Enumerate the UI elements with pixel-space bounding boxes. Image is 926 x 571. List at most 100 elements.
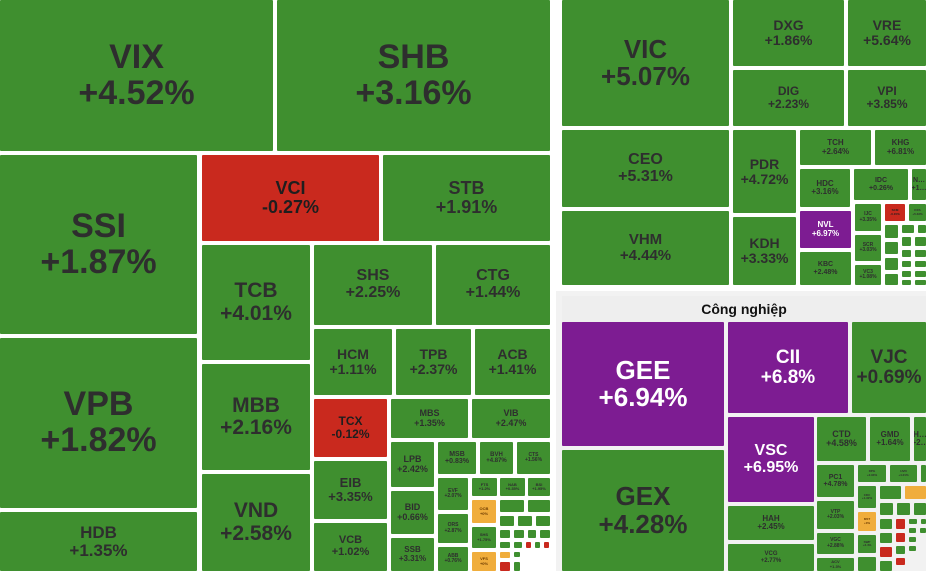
stock-cell-vjc[interactable]: VJC +0.69% bbox=[852, 322, 926, 413]
stock-cell-hah[interactable]: HAH +2.45% bbox=[728, 506, 814, 540]
stock-cell[interactable] bbox=[880, 547, 892, 557]
stock-cell-vsc[interactable]: VSC +6.95% bbox=[728, 417, 814, 502]
stock-cell[interactable] bbox=[880, 561, 892, 571]
stock-cell-cii[interactable]: CII +6.8% bbox=[728, 322, 848, 413]
stock-cell-swp[interactable]: SWP +3.4% bbox=[858, 535, 876, 553]
stock-cell-dxg[interactable]: DXG +1.86% bbox=[733, 0, 844, 66]
stock-cell[interactable] bbox=[500, 542, 510, 548]
stock-cell[interactable] bbox=[885, 258, 898, 270]
stock-cell-fts[interactable]: FTS +1.2% bbox=[472, 478, 497, 496]
stock-cell[interactable] bbox=[885, 242, 898, 254]
stock-cell-vfs[interactable]: VFS +0% bbox=[472, 552, 496, 571]
stock-cell-ocb[interactable]: OCB +0% bbox=[472, 500, 496, 523]
stock-cell-shs[interactable]: SHS +2.25% bbox=[314, 245, 432, 325]
stock-cell-shs[interactable]: SHS +1.75% bbox=[472, 527, 496, 548]
stock-cell[interactable] bbox=[896, 546, 905, 554]
stock-cell-gex[interactable]: GEX +4.28% bbox=[562, 450, 724, 571]
stock-cell[interactable] bbox=[885, 274, 898, 285]
stock-cell[interactable] bbox=[528, 530, 536, 538]
stock-cell-bvh[interactable]: BVH +4.87% bbox=[480, 442, 513, 474]
stock-cell[interactable] bbox=[902, 225, 914, 233]
stock-cell[interactable] bbox=[921, 465, 926, 482]
stock-cell[interactable] bbox=[902, 261, 911, 267]
stock-cell-kdh[interactable]: KDH +3.33% bbox=[733, 217, 796, 285]
stock-cell[interactable] bbox=[514, 530, 524, 538]
stock-cell-scm[interactable]: SCM -0.15% bbox=[885, 204, 905, 221]
stock-cell[interactable] bbox=[540, 530, 550, 538]
stock-cell-shb[interactable]: SHB +3.16% bbox=[277, 0, 550, 151]
stock-cell-acb[interactable]: ACB +1.41% bbox=[475, 329, 550, 395]
stock-cell-nab[interactable]: NAB +0.35% bbox=[500, 478, 525, 496]
stock-cell-ctg[interactable]: CTG +1.44% bbox=[436, 245, 550, 325]
stock-cell[interactable] bbox=[536, 516, 550, 526]
stock-cell[interactable] bbox=[544, 542, 549, 548]
stock-cell-vre[interactable]: VRE +5.64% bbox=[848, 0, 926, 66]
stock-cell[interactable] bbox=[918, 225, 926, 233]
stock-cell-dig[interactable]: DIG +2.23% bbox=[733, 70, 844, 126]
stock-cell-ssi[interactable]: SSI +1.87% bbox=[0, 155, 197, 334]
stock-cell[interactable] bbox=[920, 528, 926, 533]
stock-cell[interactable] bbox=[514, 542, 522, 548]
stock-cell[interactable] bbox=[921, 519, 926, 524]
stock-cell-bid[interactable]: BID +0.66% bbox=[391, 491, 434, 534]
stock-cell[interactable] bbox=[909, 537, 916, 542]
stock-cell[interactable] bbox=[909, 528, 916, 533]
stock-cell-vgc[interactable]: VGC +2.88% bbox=[817, 533, 854, 554]
stock-cell-abb[interactable]: ABB +0.76% bbox=[438, 547, 468, 571]
stock-cell-vc3[interactable]: VC3 +1.08% bbox=[855, 265, 881, 285]
stock-cell-msb[interactable]: MSB +0.83% bbox=[438, 442, 476, 474]
stock-cell-mbs[interactable]: MBS +1.35% bbox=[391, 399, 468, 438]
stock-cell[interactable] bbox=[896, 533, 905, 542]
stock-cell[interactable] bbox=[896, 558, 905, 565]
stock-cell-khg[interactable]: KHG +6.81% bbox=[875, 130, 926, 165]
stock-cell[interactable] bbox=[914, 503, 926, 515]
stock-cell[interactable] bbox=[880, 486, 901, 499]
stock-cell-cts[interactable]: CTS +1.56% bbox=[517, 442, 550, 474]
stock-cell-ssb[interactable]: SSB +3.31% bbox=[391, 538, 434, 571]
stock-cell-idc[interactable]: IDC +0.26% bbox=[854, 169, 908, 200]
stock-cell-nvl[interactable]: NVL +6.97% bbox=[800, 211, 851, 248]
stock-cell[interactable] bbox=[885, 225, 898, 238]
stock-cell-vcg[interactable]: VCG +2.77% bbox=[728, 544, 814, 571]
stock-cell-dxs[interactable]: DXS +5.33% bbox=[909, 204, 926, 221]
stock-cell-vpi[interactable]: VPI +3.85% bbox=[848, 70, 926, 126]
stock-cell-vix[interactable]: VIX +4.52% bbox=[0, 0, 273, 151]
stock-cell[interactable] bbox=[500, 530, 510, 538]
stock-cell-vib[interactable]: VIB +2.47% bbox=[472, 399, 550, 438]
stock-cell-vnd[interactable]: VND +2.58% bbox=[202, 474, 310, 571]
stock-cell[interactable] bbox=[518, 516, 532, 526]
stock-cell-vcb[interactable]: VCB +1.02% bbox=[314, 523, 387, 571]
stock-cell[interactable] bbox=[514, 552, 520, 557]
stock-cell-vhm[interactable]: VHM +4.44% bbox=[562, 211, 729, 285]
stock-cell[interactable] bbox=[905, 486, 926, 499]
stock-cell-gee[interactable]: GEE +6.94% bbox=[562, 322, 724, 446]
stock-cell[interactable] bbox=[902, 237, 911, 246]
stock-cell[interactable] bbox=[915, 271, 926, 277]
stock-cell-ijc[interactable]: IJC +3.35% bbox=[855, 204, 881, 231]
stock-cell-kbc[interactable]: KBC +2.48% bbox=[800, 252, 851, 285]
stock-cell-evf[interactable]: EVF +2.07% bbox=[438, 478, 468, 510]
stock-cell[interactable] bbox=[528, 500, 550, 512]
stock-cell-tch[interactable]: TCH +2.64% bbox=[800, 130, 871, 165]
stock-cell[interactable] bbox=[526, 542, 531, 548]
stock-cell[interactable] bbox=[500, 562, 510, 571]
stock-cell-vpb[interactable]: VPB +1.82% bbox=[0, 338, 197, 508]
stock-cell[interactable] bbox=[500, 500, 524, 512]
stock-cell[interactable] bbox=[897, 503, 910, 515]
stock-cell-hdb[interactable]: HDB +1.35% bbox=[0, 512, 197, 571]
stock-cell[interactable] bbox=[880, 519, 892, 529]
stock-cell-eib[interactable]: EIB +3.35% bbox=[314, 461, 387, 519]
stock-cell[interactable] bbox=[915, 237, 926, 246]
stock-cell-pc1[interactable]: PC1 +4.78% bbox=[817, 465, 854, 497]
stock-cell[interactable] bbox=[902, 280, 911, 285]
stock-cell-ceo[interactable]: CEO +5.31% bbox=[562, 130, 729, 207]
stock-cell-mst[interactable]: MST +0% bbox=[858, 512, 876, 531]
stock-cell[interactable] bbox=[915, 250, 926, 257]
stock-cell-ors[interactable]: ORS +2.87% bbox=[438, 514, 468, 543]
stock-cell-stb[interactable]: STB +1.91% bbox=[383, 155, 550, 241]
stock-cell[interactable] bbox=[902, 250, 911, 257]
stock-cell-mbb[interactable]: MBB +2.16% bbox=[202, 364, 310, 470]
stock-cell-tcx[interactable]: TCX -0.12% bbox=[314, 399, 387, 457]
stock-cell-tcb[interactable]: TCB +4.01% bbox=[202, 245, 310, 360]
stock-cell[interactable] bbox=[858, 557, 876, 571]
